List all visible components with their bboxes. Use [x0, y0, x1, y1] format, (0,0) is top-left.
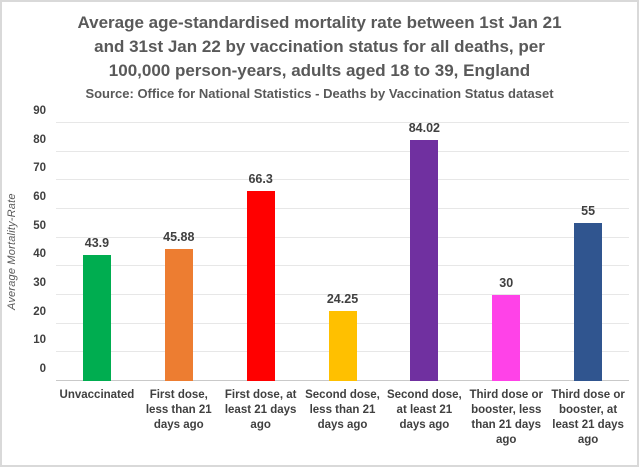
- y-axis-title: Average Mortality-Rate: [6, 193, 18, 311]
- bar: [492, 295, 521, 381]
- gridline: [56, 179, 629, 181]
- bar-category: 24.25: [302, 123, 384, 381]
- y-tick-label: 70: [33, 162, 46, 175]
- gridline: [56, 236, 629, 238]
- bar-series: 43.9 45.88 66.3 24.25 84.02 30 55: [56, 121, 629, 381]
- gridline: [56, 294, 629, 295]
- bar-value-label: 24.25: [326, 292, 359, 307]
- x-axis-labels: Unvaccinated First dose, less than 21 day…: [56, 388, 629, 448]
- bar-category: 30: [465, 123, 547, 381]
- bar: [574, 223, 603, 381]
- bar: [328, 311, 357, 381]
- chart-area: Average Mortality-Rate 0 10 20 30 40 50 60 70 80…: [2, 105, 637, 448]
- x-tick-label: First dose, less than 21 days ago: [145, 389, 212, 431]
- chart-header: Average age-standardised mortality rate …: [2, 2, 637, 103]
- gridline: [56, 208, 629, 209]
- x-tick-label: Second dose, less than 21 days ago: [305, 389, 380, 431]
- x-tick-label: First dose, at least 21 days ago: [224, 389, 297, 431]
- bar-value-label: 55: [581, 204, 596, 219]
- bar: [82, 255, 111, 381]
- bar-category: 84.02: [383, 121, 465, 381]
- bar-category: 55: [547, 123, 629, 381]
- bar-value-label: 45.88: [163, 230, 195, 245]
- chart-title-line-2: and 31st Jan 22 by vaccination status fo…: [94, 37, 545, 56]
- plot-area: 0 10 20 30 40 50 60 70 80 90 43.9 45.88 66.3 24.25 84.…: [33, 105, 629, 381]
- y-tick-label: 90: [33, 105, 46, 117]
- bar: [164, 249, 193, 381]
- y-tick-label: 50: [33, 219, 46, 232]
- y-tick-label: 60: [33, 191, 46, 203]
- bar-category: 43.9: [56, 123, 138, 381]
- bar-value-label: 30: [499, 276, 514, 291]
- y-tick-label: 10: [33, 334, 46, 347]
- x-tick-label: Second dose, at least 21 days ago: [386, 389, 462, 431]
- x-tick-label: Third dose or booster, less than 21 days…: [469, 389, 543, 446]
- bar-value-label: 43.9: [84, 236, 110, 251]
- bar: [246, 190, 275, 381]
- chart-source: Source: Office for National Statistics -…: [85, 86, 554, 101]
- y-tick-label: 20: [33, 305, 46, 318]
- bar-category: 45.88: [138, 123, 220, 381]
- gridline: [56, 150, 629, 152]
- bar-value-label: 66.3: [248, 171, 273, 186]
- bar-category: 66.3: [220, 123, 302, 381]
- chart-title-line-3: 100,000 person-years, adults aged 18 to …: [108, 61, 531, 80]
- gridline: [56, 122, 629, 123]
- bar-value-label: 84.02: [408, 121, 440, 136]
- y-tick-label: 40: [33, 248, 46, 261]
- y-tick-label: 0: [39, 363, 46, 375]
- y-tick-label: 80: [33, 133, 46, 146]
- x-tick-label: Unvaccinated: [59, 389, 135, 401]
- x-tick-label: Third dose or booster, at least 21 days …: [551, 389, 625, 446]
- chart-title-line-1: Average age-standardised mortality rate …: [77, 13, 562, 32]
- bar: [410, 140, 439, 381]
- y-tick-label: 30: [33, 277, 46, 289]
- gridline: [56, 265, 629, 267]
